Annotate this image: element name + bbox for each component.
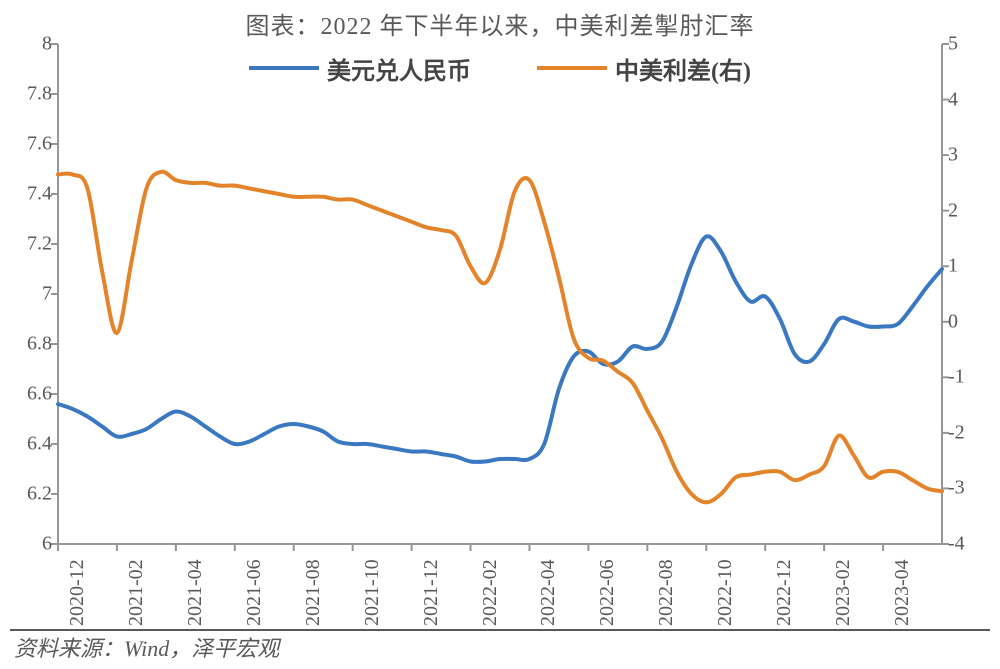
x-tick-label: 2022-04 (537, 559, 560, 626)
series-line (58, 236, 942, 462)
x-tick-label: 2023-04 (891, 559, 914, 626)
x-tick-label: 2022-12 (773, 559, 796, 626)
y-right-tick-label: 4 (948, 88, 988, 111)
x-tick-label: 2022-08 (655, 559, 678, 626)
y-right-tick-label: 0 (948, 310, 988, 333)
y-right-tick-label: 5 (948, 33, 988, 56)
y-right-tick-label: -4 (948, 533, 988, 556)
x-tick-label: 2021-06 (243, 559, 266, 626)
x-tick-label: 2021-10 (361, 559, 384, 626)
y-left-tick-label: 7.8 (12, 83, 52, 106)
x-tick-label: 2021-08 (302, 559, 325, 626)
y-left-tick-label: 6.2 (12, 483, 52, 506)
x-tick-label: 2020-12 (66, 559, 89, 626)
y-left-tick-label: 6 (12, 533, 52, 556)
y-left-tick-label: 6.8 (12, 333, 52, 356)
chart-container: 图表：2022 年下半年以来，中美利差掣肘汇率 美元兑人民币 中美利差(右) 6… (0, 0, 1000, 669)
y-left-tick-label: 6.4 (12, 433, 52, 456)
y-left-tick-label: 7.2 (12, 233, 52, 256)
y-right-tick-label: 2 (948, 199, 988, 222)
x-tick-label: 2022-02 (479, 559, 502, 626)
y-left-tick-label: 7.4 (12, 183, 52, 206)
y-left-tick-label: 7.6 (12, 133, 52, 156)
y-right-tick-label: 1 (948, 255, 988, 278)
x-tick-label: 2021-12 (420, 559, 443, 626)
y-left-tick-label: 7 (12, 283, 52, 306)
y-right-tick-label: -3 (948, 477, 988, 500)
x-tick-label: 2021-02 (125, 559, 148, 626)
y-left-tick-label: 6.6 (12, 383, 52, 406)
y-right-tick-label: -1 (948, 366, 988, 389)
x-tick-label: 2022-06 (596, 559, 619, 626)
x-tick-label: 2023-02 (832, 559, 855, 626)
y-right-tick-label: 3 (948, 144, 988, 167)
source-footer: 资料来源：Wind，泽平宏观 (14, 631, 279, 663)
x-tick-label: 2021-04 (184, 559, 207, 626)
series-line (58, 172, 942, 503)
x-tick-label: 2022-10 (714, 559, 737, 626)
y-right-tick-label: -2 (948, 421, 988, 444)
y-left-tick-label: 8 (12, 33, 52, 56)
